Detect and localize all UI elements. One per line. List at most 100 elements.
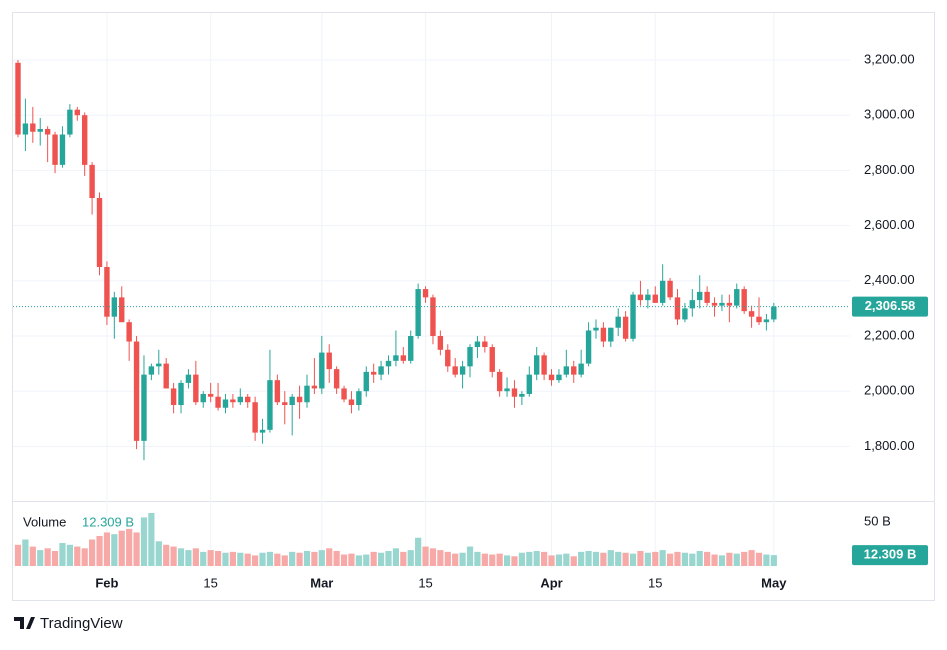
volume-bar [252, 555, 259, 566]
candle-body [534, 355, 540, 375]
x-tick-label: 15 [203, 575, 217, 590]
candle-body [674, 297, 681, 320]
candle-body [496, 371, 503, 392]
candle-body [44, 129, 51, 135]
candle-body [393, 355, 399, 361]
volume-bar [229, 551, 236, 566]
volume-bar [170, 546, 177, 566]
candle-body [378, 366, 384, 375]
candle-body [356, 391, 362, 405]
y-tick-label: 2,200.00 [864, 327, 915, 342]
candle-body [519, 393, 525, 397]
volume-legend-value: 12.309 B [82, 514, 134, 529]
candle-body [370, 371, 377, 375]
volume-bar [192, 548, 199, 566]
candle-body [711, 302, 718, 306]
volume-bar [163, 544, 170, 566]
candle-body [763, 319, 770, 323]
volume-bar [66, 544, 73, 566]
logo: TradingView [14, 615, 123, 632]
candle-body [89, 164, 95, 198]
candle-body [578, 363, 584, 375]
volume-bar [259, 552, 266, 566]
volume-bar [222, 552, 229, 566]
volume-bar [459, 552, 466, 566]
candle-body [571, 366, 577, 375]
volume-tick-label: 50 B [864, 513, 891, 528]
candle-body [704, 291, 710, 303]
candle-body [600, 327, 607, 342]
volume-bar [637, 550, 644, 566]
candle-body [245, 396, 251, 403]
candle-body [267, 380, 273, 430]
volume-bar [333, 550, 340, 566]
volume-bar [363, 554, 370, 566]
volume-bar [659, 550, 666, 566]
candle-body [96, 198, 103, 267]
volume-bar [311, 551, 318, 566]
last-price-label: 2,306.58 [865, 298, 916, 313]
volume-bar [377, 552, 385, 566]
volume-bar [126, 528, 133, 566]
candle-body [593, 327, 599, 331]
candle-body [622, 316, 629, 339]
volume-bar [340, 554, 348, 566]
volume-bar [407, 550, 414, 566]
candle-body [259, 429, 266, 433]
candle-body [637, 294, 644, 301]
candle-body [489, 347, 495, 372]
x-tick-label: May [761, 575, 787, 590]
volume-bar [681, 552, 688, 566]
volume-bar [518, 552, 525, 566]
candle-body [274, 380, 281, 403]
volume-bar [548, 555, 555, 566]
candle-body [193, 374, 199, 403]
candle-body [111, 297, 118, 317]
candle-body [445, 349, 451, 367]
volume-bar [541, 551, 548, 566]
candle-body [482, 341, 488, 348]
candle-body [682, 308, 688, 320]
candle-body [222, 399, 229, 408]
candle-body [119, 297, 125, 323]
candle-body [726, 302, 733, 306]
volume-bar [133, 532, 140, 566]
candle-body [467, 347, 473, 367]
volume-bar [511, 556, 518, 566]
volume-bar [96, 535, 103, 566]
candle-body [148, 366, 155, 375]
candle-body [252, 402, 258, 433]
candle-body [541, 355, 547, 375]
candle-body [126, 322, 132, 342]
candle-body [689, 300, 696, 309]
volume-bar [748, 550, 755, 566]
candle-body [408, 336, 414, 361]
volume-bar [392, 548, 400, 566]
candle-body [756, 316, 762, 323]
candle-body [319, 352, 325, 389]
volume-bar [237, 552, 244, 566]
candle-body [563, 366, 570, 375]
candle-body [452, 366, 458, 375]
volume-bar [585, 550, 592, 566]
volume-bar [89, 539, 96, 566]
candle-body [556, 374, 562, 381]
candle-body [15, 62, 21, 135]
volume-bar [185, 550, 192, 566]
brand: TradingView [40, 615, 123, 632]
candle-body [615, 316, 621, 328]
candle-body [311, 385, 318, 389]
volume-bar [570, 556, 577, 566]
volume-bar [733, 553, 740, 566]
candle-body [326, 352, 332, 370]
candle-body [104, 267, 110, 317]
volume-bar [452, 553, 459, 566]
volume-bar [281, 555, 288, 566]
y-tick-label: 2,400.00 [864, 272, 915, 287]
volume-bar [22, 539, 29, 566]
candle-body [296, 396, 303, 403]
candle-body [385, 360, 392, 367]
volume-bar [489, 554, 496, 566]
candle-body [30, 123, 36, 132]
volume-bar [44, 548, 51, 566]
